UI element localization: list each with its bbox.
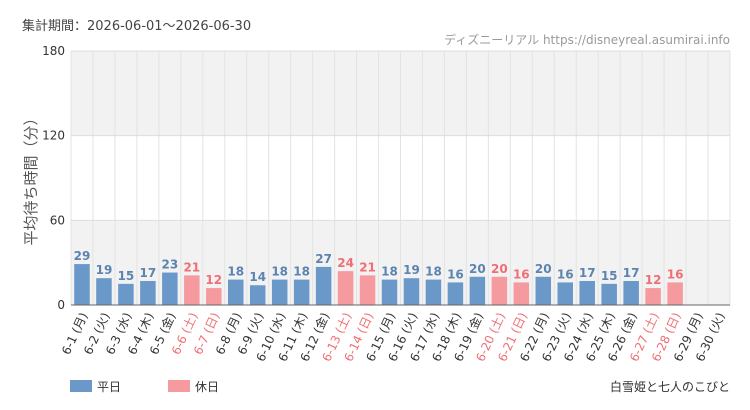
bar <box>425 279 442 305</box>
legend-holiday-swatch <box>168 380 190 392</box>
data-label: 23 <box>161 258 178 272</box>
bar <box>184 275 200 305</box>
data-label: 15 <box>601 269 618 283</box>
data-label: 12 <box>205 273 222 287</box>
data-label: 16 <box>557 267 574 281</box>
period-label: 集計期間：2026-06-01～2026-06-30 <box>22 18 251 34</box>
bar <box>447 282 464 305</box>
data-label: 24 <box>337 256 354 270</box>
data-label: 18 <box>293 265 310 279</box>
data-label: 18 <box>381 265 398 279</box>
data-label: 27 <box>315 252 332 266</box>
bar <box>140 281 156 305</box>
bar <box>579 281 595 305</box>
data-label: 20 <box>535 262 552 276</box>
bar <box>403 278 420 305</box>
bar <box>249 285 266 305</box>
data-labels: 29 19 15 17 23 21 12 18 14 18 18 27 24 21 18 19 18 16 20 20… <box>74 249 684 287</box>
bar <box>513 282 530 305</box>
bar <box>315 266 332 305</box>
y-tick-label: 0 <box>57 298 65 312</box>
legend-weekday-swatch <box>70 380 92 392</box>
bar <box>293 279 310 305</box>
data-label: 16 <box>667 267 684 281</box>
bar <box>74 264 90 305</box>
bar <box>162 272 178 305</box>
data-label: 21 <box>183 260 200 274</box>
bar <box>118 283 134 305</box>
y-tick-label: 180 <box>42 44 65 58</box>
data-label: 18 <box>425 265 442 279</box>
bar <box>491 276 508 305</box>
data-label: 16 <box>447 267 464 281</box>
bar <box>271 279 288 305</box>
y-tick-label: 60 <box>50 213 65 227</box>
bar <box>228 279 244 305</box>
data-label: 18 <box>227 265 244 279</box>
legend-holiday-label: 休日 <box>195 380 219 394</box>
data-label: 29 <box>74 249 91 263</box>
legend-weekday-label: 平日 <box>97 380 121 394</box>
y-axis-ticks: 0 60 120 180 <box>42 44 65 312</box>
data-label: 17 <box>140 266 157 280</box>
data-label: 15 <box>118 269 135 283</box>
bar <box>359 275 376 305</box>
data-label: 20 <box>491 262 508 276</box>
bar <box>645 288 661 305</box>
data-label: 12 <box>645 273 662 287</box>
bar <box>601 283 617 305</box>
bar <box>469 276 486 305</box>
bar <box>557 282 573 305</box>
bar <box>337 271 354 305</box>
legend: 平日 休日 <box>70 380 219 394</box>
data-label: 17 <box>579 266 596 280</box>
bar <box>667 282 683 305</box>
bar <box>381 279 398 305</box>
data-label: 19 <box>96 263 113 277</box>
bar <box>535 276 552 305</box>
data-label: 14 <box>249 270 266 284</box>
data-label: 20 <box>469 262 486 276</box>
data-label: 21 <box>359 260 376 274</box>
bar <box>623 281 639 305</box>
data-label: 16 <box>513 267 530 281</box>
bar <box>206 288 222 305</box>
x-axis-ticks: 6-1 (月)6-2 (火)6-3 (水)6-4 (木)6-5 (金)6-6 (… <box>59 310 728 364</box>
y-axis-label: 平均待ち時間（分） <box>22 110 40 245</box>
data-label: 18 <box>271 265 288 279</box>
attraction-name: 白雪姫と七人のこびと <box>610 379 730 394</box>
data-label: 19 <box>403 263 420 277</box>
data-label: 17 <box>623 266 640 280</box>
bar <box>96 278 112 305</box>
bars <box>74 264 683 305</box>
source-credit: ディズニーリアル https://disneyreal.asumirai.inf… <box>444 32 730 47</box>
y-tick-label: 120 <box>42 129 65 143</box>
